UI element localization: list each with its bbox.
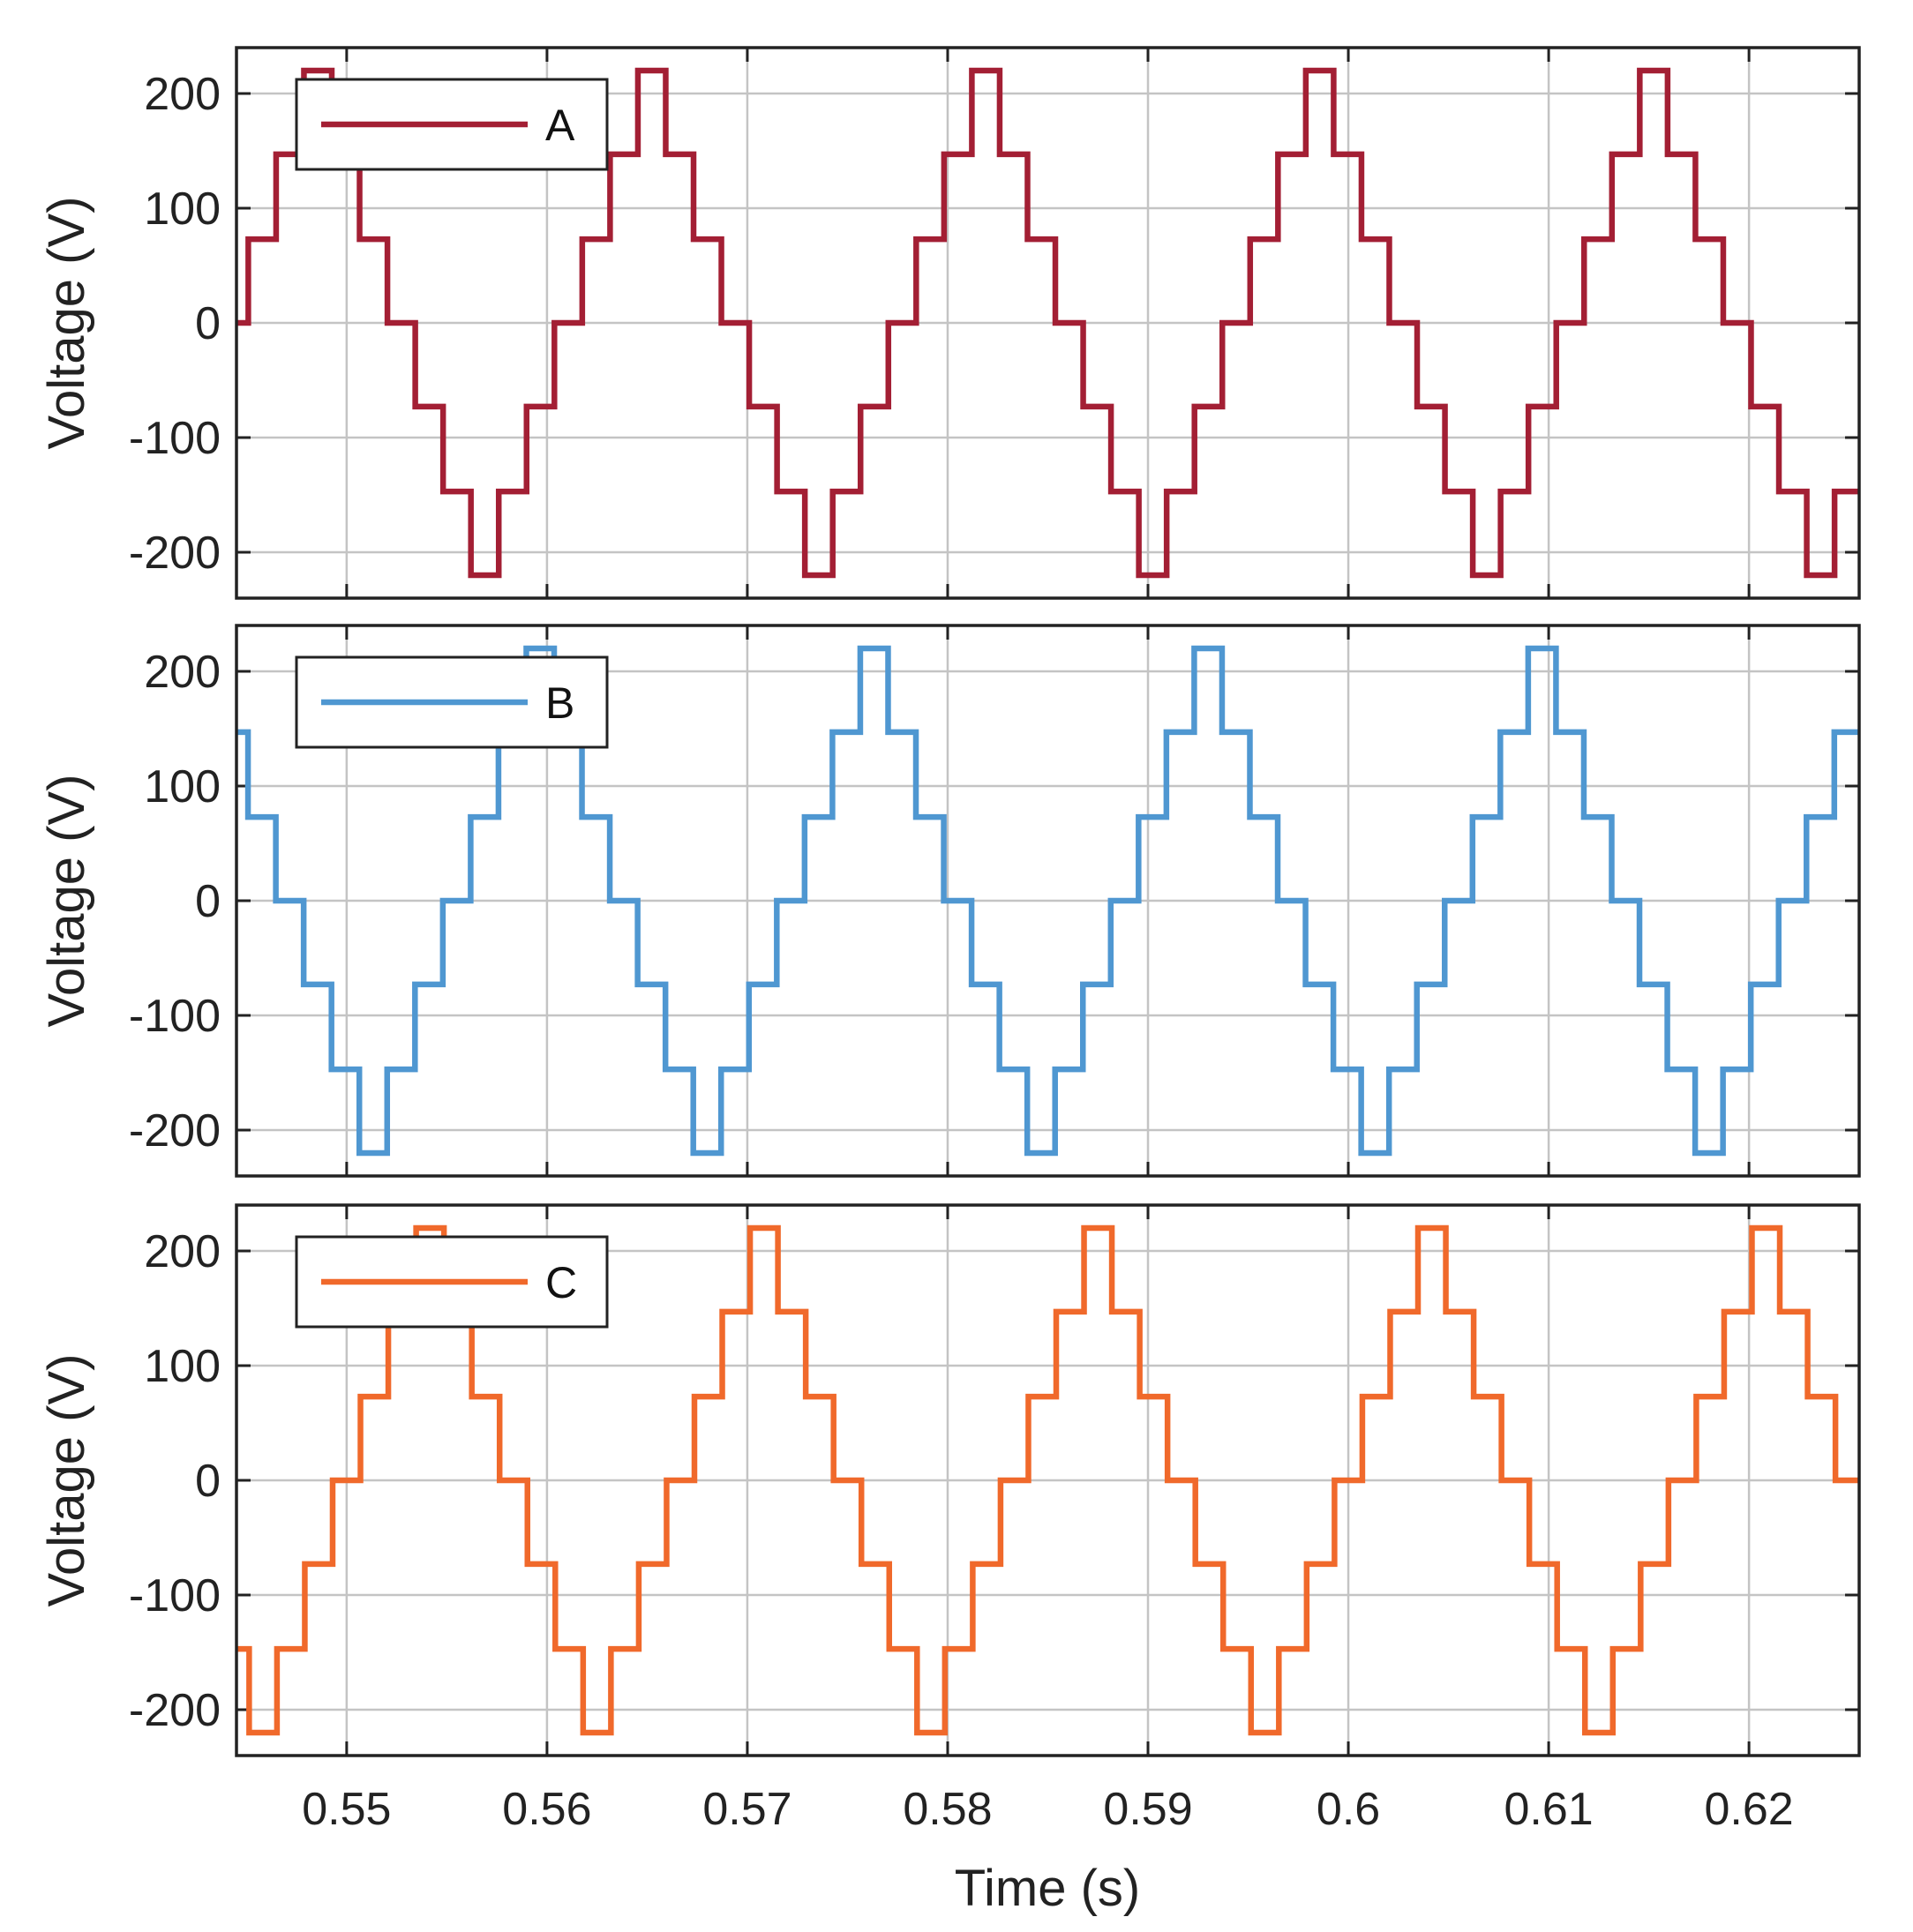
panel-2: -200 -100 0 100 200 Voltage (V) B xyxy=(38,624,1861,1178)
y-tick-label: 200 xyxy=(144,1226,221,1277)
x-tick-label: 0.61 xyxy=(1504,1784,1593,1835)
x-tick-label: 0.56 xyxy=(502,1784,591,1835)
series-line-A xyxy=(236,67,1859,579)
x-tick-label: 0.6 xyxy=(1317,1784,1380,1835)
y-axis-title: Voltage (V) xyxy=(38,1354,95,1607)
panels: -200 -100 0 100 200 Voltage (V) A -200 -100 0 100 2… xyxy=(38,46,1861,1835)
legend-label: B xyxy=(545,678,574,728)
legend: C xyxy=(295,1235,609,1329)
legend: B xyxy=(295,655,609,749)
y-axis-title: Voltage (V) xyxy=(38,775,95,1028)
y-tick-label: 100 xyxy=(144,183,221,235)
panel-3: -200 -100 0 100 200 Voltage (V) 0.55 0.56 0.57 0.… xyxy=(38,1203,1861,1835)
panel-1: -200 -100 0 100 200 Voltage (V) A xyxy=(38,46,1861,600)
x-tick-label: 0.57 xyxy=(702,1784,791,1835)
y-tick-label: 0 xyxy=(195,298,221,349)
plot-frame xyxy=(235,624,1861,1178)
series-line-B xyxy=(236,645,1859,1157)
y-tick-label: 200 xyxy=(144,69,221,120)
x-tick-label: 0.55 xyxy=(302,1784,391,1835)
y-tick-label: 0 xyxy=(195,1456,221,1507)
y-tick-label: 200 xyxy=(144,647,221,698)
y-tick-label: -200 xyxy=(129,528,221,579)
y-tick-label: -200 xyxy=(129,1105,221,1157)
x-tick-label: 0.62 xyxy=(1705,1784,1794,1835)
y-tick-label: -100 xyxy=(129,991,221,1042)
series-line-C xyxy=(236,1224,1859,1736)
y-tick-label: 100 xyxy=(144,1341,221,1392)
x-axis-title: Time (s) xyxy=(955,1860,1140,1917)
y-tick-label: 0 xyxy=(195,876,221,927)
y-tick-label: -100 xyxy=(129,1570,221,1621)
y-tick-label: -200 xyxy=(129,1685,221,1736)
plot-frame xyxy=(235,1203,1861,1757)
legend: A xyxy=(295,78,609,171)
y-tick-label: -100 xyxy=(129,413,221,464)
x-tick-label: 0.58 xyxy=(903,1784,992,1835)
x-tick-label: 0.59 xyxy=(1103,1784,1192,1835)
y-tick-label: 100 xyxy=(144,761,221,812)
legend-label: A xyxy=(545,101,575,150)
legend-label: C xyxy=(545,1258,577,1307)
y-axis-title: Voltage (V) xyxy=(38,197,95,450)
plot-frame xyxy=(235,46,1861,600)
